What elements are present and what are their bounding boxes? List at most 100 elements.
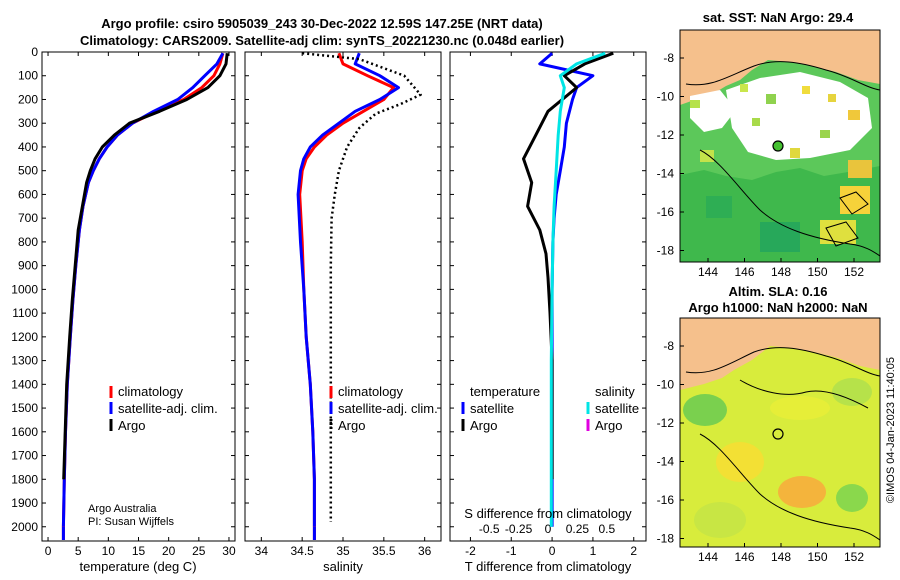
sst-map-frame bbox=[679, 29, 881, 263]
map-lon-label: 144 bbox=[698, 550, 718, 564]
series-line-satellite-adj-clim- bbox=[61, 52, 225, 527]
sst-map-title: sat. SST: NaN Argo: 29.4 bbox=[703, 10, 854, 25]
temperature-legend: climatology satellite-adj. clim. Argo bbox=[109, 384, 218, 433]
map-lon-label: 150 bbox=[807, 550, 827, 564]
x-tick-label: 34 bbox=[255, 544, 269, 558]
sst-cell bbox=[766, 94, 776, 104]
depth-tick-label: 200 bbox=[18, 92, 38, 106]
depth-tick-label: 700 bbox=[18, 211, 38, 225]
x-tick-label: 25 bbox=[192, 544, 206, 558]
salinity-series bbox=[296, 52, 422, 540]
map-lat-label: -14 bbox=[657, 167, 675, 181]
sst-no-data-west bbox=[690, 90, 736, 132]
legend-label-T-argo: Argo bbox=[470, 418, 497, 433]
legend-label-S-argo: Argo bbox=[595, 418, 622, 433]
x-tick-label: 34.5 bbox=[290, 544, 314, 558]
series-line-satellite-adj-clim- bbox=[296, 52, 400, 527]
sla-map-title-line2: Argo h1000: NaN h2000: NaN bbox=[688, 300, 867, 315]
map-lon-label: 148 bbox=[771, 265, 791, 279]
map-lat-label: -8 bbox=[663, 339, 674, 353]
sla-patch bbox=[694, 502, 746, 538]
x-tick-label: -1 bbox=[506, 544, 517, 558]
sla-patch bbox=[832, 378, 872, 406]
sst-warm-patch bbox=[840, 186, 870, 214]
x-tick-label: 2 bbox=[630, 544, 637, 558]
map-lat-label: -8 bbox=[663, 51, 674, 65]
sst-cell bbox=[752, 118, 760, 126]
sla-coastline bbox=[685, 347, 880, 377]
map-lon-label: 152 bbox=[844, 550, 864, 564]
map-lat-label: -16 bbox=[657, 205, 675, 219]
x-tick-label: 35.5 bbox=[372, 544, 396, 558]
difference-axes bbox=[449, 51, 647, 542]
depth-tick-label: 1100 bbox=[12, 306, 38, 320]
map-lat-label: -10 bbox=[657, 90, 675, 104]
sla-high-patch bbox=[778, 476, 826, 508]
depth-tick-label: 1400 bbox=[11, 377, 38, 391]
legend-label-satellite: satellite-adj. clim. bbox=[118, 401, 218, 416]
difference-xlabel-top: S difference from climatology bbox=[464, 506, 632, 521]
sla-low-patch bbox=[836, 484, 868, 512]
salinity-ticks: 34 34.5 35 35.5 36 bbox=[245, 51, 441, 558]
depth-tick-label: 800 bbox=[18, 235, 38, 249]
legend-label-T-satellite: satellite bbox=[470, 401, 514, 416]
timestamp: ©IMOS 04-Jan-2023 11:40:05 bbox=[885, 357, 897, 503]
sst-cell bbox=[828, 94, 836, 102]
x-tick-label-top: 0.25 bbox=[566, 522, 590, 536]
series-line-s-satellite bbox=[549, 52, 606, 527]
salinity-axes bbox=[244, 51, 442, 542]
sla-high-patch bbox=[716, 442, 764, 482]
legend-heading-salinity: salinity bbox=[595, 384, 635, 399]
difference-legend-salinity: salinity satellite Argo bbox=[586, 384, 639, 433]
series-line-climatology bbox=[61, 52, 225, 527]
depth-tick-label: 0 bbox=[31, 45, 38, 59]
sla-map bbox=[680, 318, 880, 547]
sla-profile-marker bbox=[772, 428, 784, 440]
map-lat-label: -16 bbox=[657, 493, 675, 507]
figure-title-line2: Climatology: CARS2009. Satellite-adj cli… bbox=[80, 33, 564, 48]
depth-tick-label: 1800 bbox=[11, 472, 38, 486]
x-tick-label-top: 0 bbox=[545, 522, 552, 536]
sst-cell bbox=[848, 110, 860, 120]
depth-tick-label: 1200 bbox=[11, 330, 38, 344]
sst-cell bbox=[790, 148, 800, 158]
temperature-ticks: 0 5 10 15 20 25 30 bbox=[42, 51, 236, 558]
map-lon-label: 148 bbox=[771, 550, 791, 564]
depth-tick-label: 600 bbox=[18, 187, 38, 201]
sla-map-frame bbox=[679, 317, 881, 548]
sst-profile-marker bbox=[772, 140, 784, 152]
legend-label-argo: Argo bbox=[338, 418, 365, 433]
x-tick-label: -2 bbox=[465, 544, 476, 558]
legend-label-argo: Argo bbox=[118, 418, 145, 433]
depth-tick-labels: 0 100 200 300 400 500 600 700 800 900 1000 1100 1200… bbox=[11, 45, 38, 534]
legend-label-climatology: climatology bbox=[118, 384, 184, 399]
x-tick-label-top: -0.25 bbox=[505, 522, 533, 536]
difference-series bbox=[522, 52, 614, 527]
temperature-xlabel: temperature (deg C) bbox=[79, 559, 196, 574]
credit-pi: PI: Susan Wijffels bbox=[88, 516, 174, 528]
sst-cool-patch bbox=[760, 222, 800, 252]
series-line-argo bbox=[302, 52, 422, 522]
legend-label-S-satellite: satellite bbox=[595, 401, 639, 416]
sla-patch bbox=[770, 396, 830, 420]
map-lat-label: -10 bbox=[657, 378, 675, 392]
depth-tick-label: 500 bbox=[18, 164, 38, 178]
depth-tick-label: 1700 bbox=[11, 449, 38, 463]
x-tick-label: 10 bbox=[102, 544, 116, 558]
depth-tick-label: 2000 bbox=[11, 520, 38, 534]
depth-tick-label: 300 bbox=[18, 116, 38, 130]
map-lon-label: 144 bbox=[698, 265, 718, 279]
map-lon-label: 150 bbox=[807, 265, 827, 279]
sst-cool-patch bbox=[706, 196, 732, 218]
sla-reef-contour bbox=[699, 433, 880, 541]
map-lon-label: 146 bbox=[734, 265, 754, 279]
depth-tick-label: 1000 bbox=[11, 282, 38, 296]
depth-tick-label: 1500 bbox=[11, 401, 38, 415]
sst-cell bbox=[820, 130, 830, 138]
sst-cell bbox=[690, 100, 700, 108]
map-ticks: 144 146 148 150 152 -8 -10 -12 -14 -16 -18 144 146 14… bbox=[657, 51, 865, 564]
sla-shelf-contour bbox=[739, 379, 869, 409]
depth-tick-label: 400 bbox=[18, 140, 38, 154]
sst-cell bbox=[740, 84, 748, 92]
